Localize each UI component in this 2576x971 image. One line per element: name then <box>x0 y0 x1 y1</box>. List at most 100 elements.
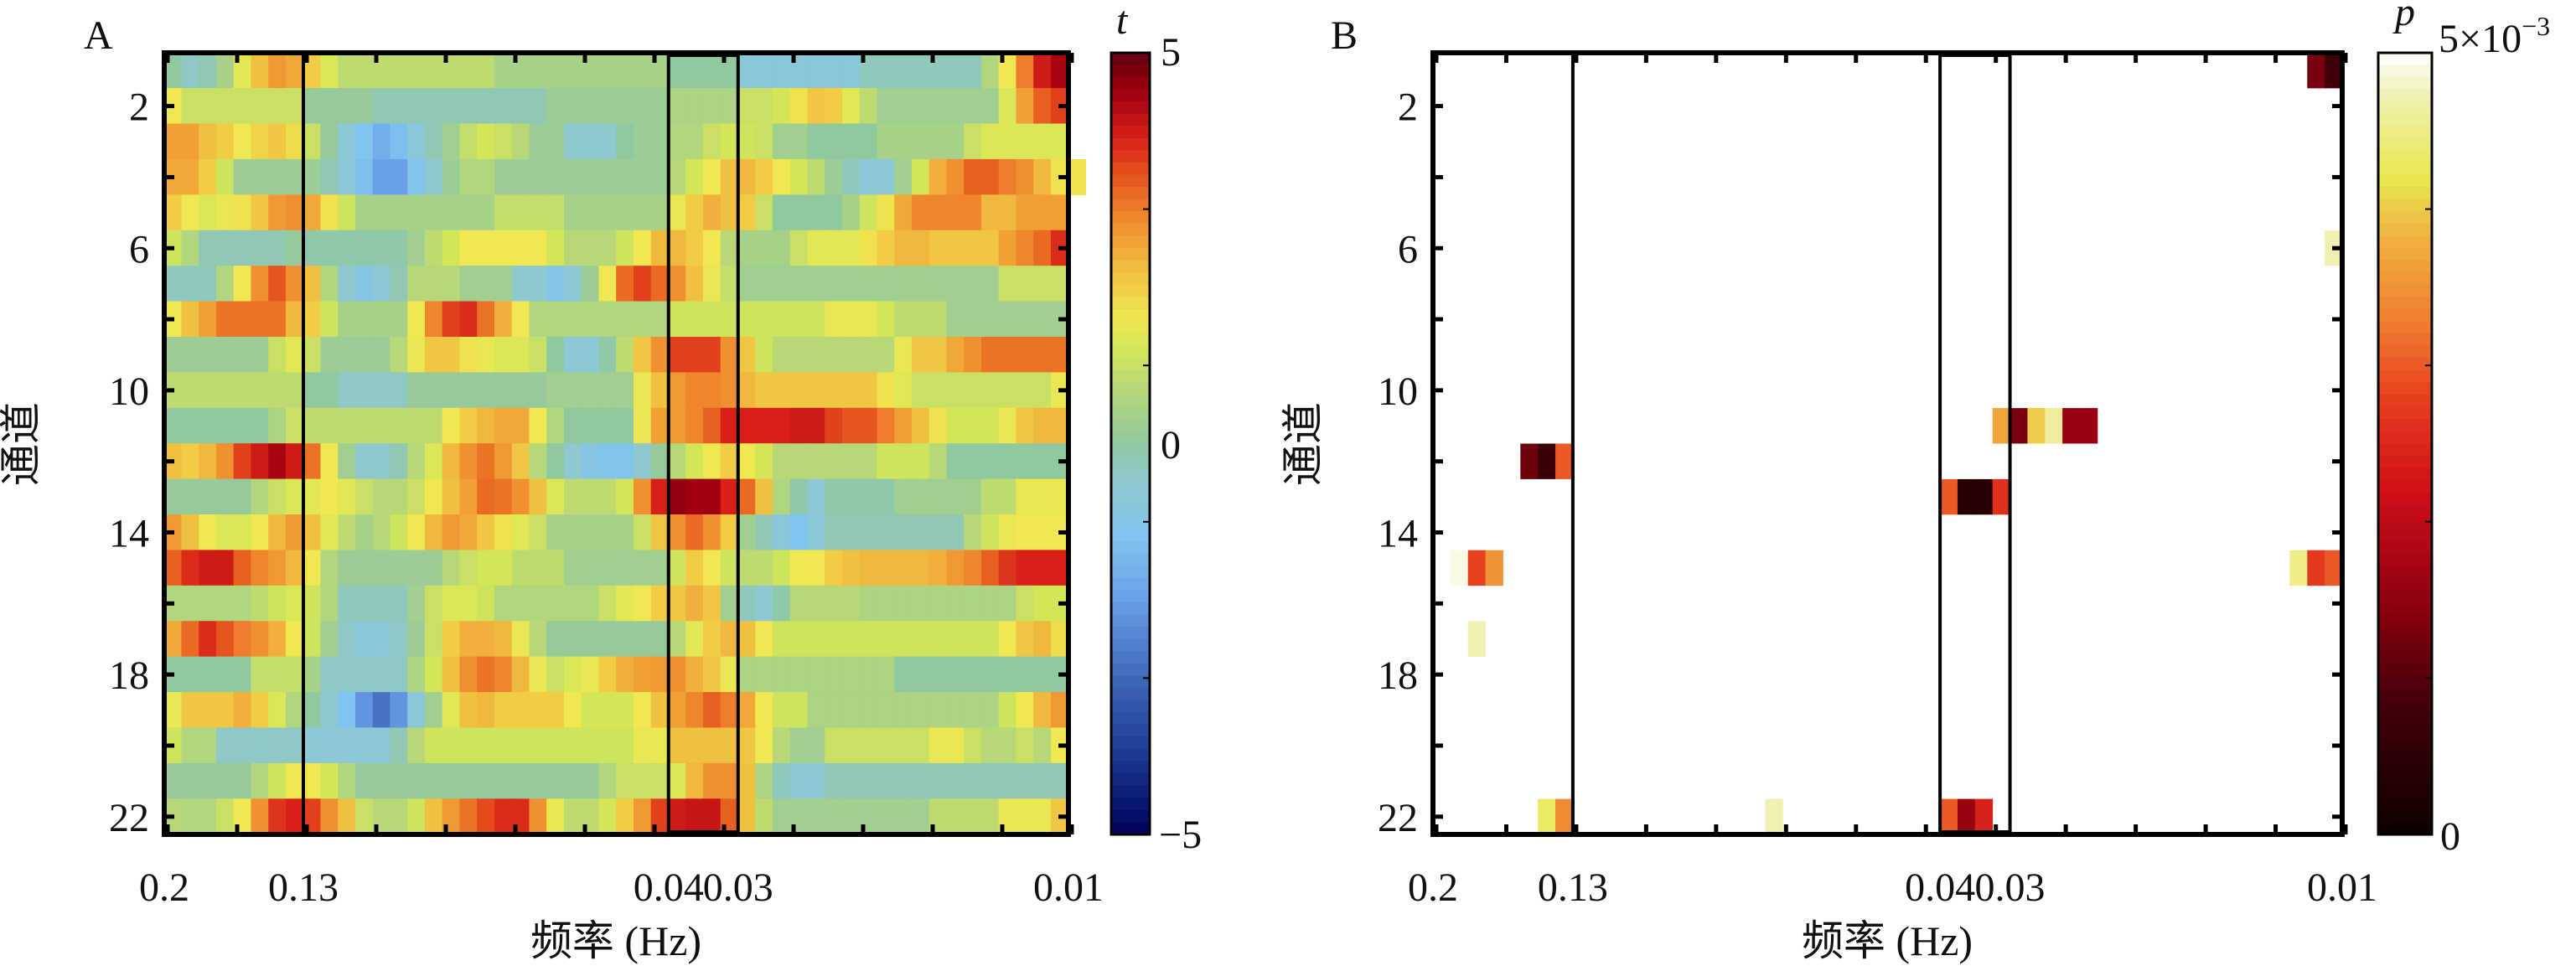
heatmap-cell <box>442 550 461 586</box>
heatmap-cell <box>268 585 287 622</box>
colorbar-segment <box>1111 126 1150 139</box>
heatmap-cell <box>998 621 1017 658</box>
heatmap-cell <box>859 478 878 515</box>
heatmap-cell <box>633 762 652 799</box>
heatmap-cell <box>581 266 600 302</box>
heatmap-cell <box>980 407 1000 444</box>
panel-a-colorbar-max: 5 <box>1161 30 1181 75</box>
colorbar-segment <box>1111 65 1150 78</box>
heatmap-cell <box>407 727 426 764</box>
heatmap-cell <box>928 656 948 693</box>
heatmap-cell <box>268 158 287 195</box>
heatmap-cell <box>825 52 843 89</box>
heatmap-cell <box>424 798 443 835</box>
significant-cell <box>1974 798 1994 834</box>
heatmap-cell <box>372 88 391 125</box>
heatmap-cell <box>390 158 408 195</box>
heatmap-cell <box>338 230 356 266</box>
heatmap-cell <box>251 443 269 480</box>
heatmap-cell <box>859 550 878 586</box>
heatmap-cell <box>215 407 235 444</box>
colorbar-segment <box>1111 101 1150 115</box>
colorbar-segment <box>1111 297 1150 310</box>
heatmap-cell <box>442 692 461 729</box>
heatmap-cell <box>511 514 530 551</box>
heatmap-cell <box>1033 550 1052 586</box>
colorbar-segment <box>1111 651 1150 664</box>
colorbar-segment <box>2378 516 2432 529</box>
heatmap-cell <box>424 158 443 195</box>
heatmap-cell <box>233 762 252 799</box>
heatmap-cell <box>633 656 652 693</box>
heatmap-cell <box>668 336 686 373</box>
heatmap-cell <box>511 550 530 586</box>
heatmap-cell <box>668 407 686 444</box>
heatmap-cell <box>320 301 339 338</box>
heatmap-cell <box>372 230 391 266</box>
heatmap-cell <box>1033 407 1052 444</box>
heatmap-cell <box>980 656 1000 693</box>
heatmap-cell <box>946 158 965 195</box>
heatmap-cell <box>998 656 1017 693</box>
colorbar-segment <box>2378 247 2432 261</box>
heatmap-cell <box>354 550 374 586</box>
heatmap-cell <box>685 52 704 89</box>
heatmap-cell <box>285 478 304 515</box>
panel-a-label: A <box>84 13 113 58</box>
heatmap-cell <box>789 194 809 231</box>
heatmap-cell <box>598 336 617 373</box>
heatmap-cell <box>251 478 269 515</box>
heatmap-cell <box>268 266 287 302</box>
heatmap-cell <box>529 727 547 764</box>
colorbar-segment <box>1111 369 1150 383</box>
heatmap-cell <box>268 692 287 729</box>
heatmap-cell <box>789 656 809 693</box>
heatmap-cell <box>928 762 948 799</box>
heatmap-cell <box>424 88 443 125</box>
heatmap-cell <box>233 123 252 160</box>
heatmap-cell <box>268 194 287 231</box>
heatmap-cell <box>894 372 913 409</box>
heatmap-cell <box>181 443 199 480</box>
heatmap-cell <box>181 514 199 551</box>
heatmap-cell <box>459 656 478 693</box>
heatmap-cell <box>233 301 252 338</box>
heatmap-cell <box>928 372 948 409</box>
heatmap-cell <box>477 621 495 658</box>
heatmap-cell <box>546 798 565 835</box>
heatmap-cell <box>529 301 547 338</box>
heatmap-cell <box>685 372 704 409</box>
heatmap-cell <box>633 692 652 729</box>
heatmap-cell <box>181 230 199 266</box>
heatmap-cell <box>459 158 478 195</box>
heatmap-cell <box>998 158 1017 195</box>
heatmap-cell <box>807 158 825 195</box>
heatmap-cell <box>303 372 322 409</box>
colorbar-segment <box>2378 529 2432 542</box>
colorbar-segment <box>2378 602 2432 615</box>
heatmap-cell <box>477 52 495 89</box>
heatmap-cell <box>581 762 600 799</box>
heatmap-cell <box>424 762 443 799</box>
heatmap-cell <box>563 443 582 480</box>
heatmap-cell <box>650 514 670 551</box>
heatmap-cell <box>459 692 478 729</box>
heatmap-cell <box>511 372 530 409</box>
heatmap-cell <box>581 407 600 444</box>
heatmap-cell <box>825 301 843 338</box>
heatmap-cell <box>894 550 913 586</box>
heatmap-cell <box>859 621 878 658</box>
colorbar-segment <box>1111 675 1150 689</box>
heatmap-cell <box>390 798 408 835</box>
heatmap-cell <box>320 798 339 835</box>
colorbar-segment <box>2378 211 2432 225</box>
heatmap-cell <box>650 478 670 515</box>
heatmap-cell <box>772 266 791 302</box>
heatmap-cell <box>303 514 322 551</box>
heatmap-cell <box>859 372 878 409</box>
heatmap-cell <box>720 656 739 693</box>
heatmap-cell <box>390 550 408 586</box>
heatmap-cell <box>1016 798 1034 835</box>
heatmap-cell <box>442 266 461 302</box>
heatmap-cell <box>546 372 565 409</box>
